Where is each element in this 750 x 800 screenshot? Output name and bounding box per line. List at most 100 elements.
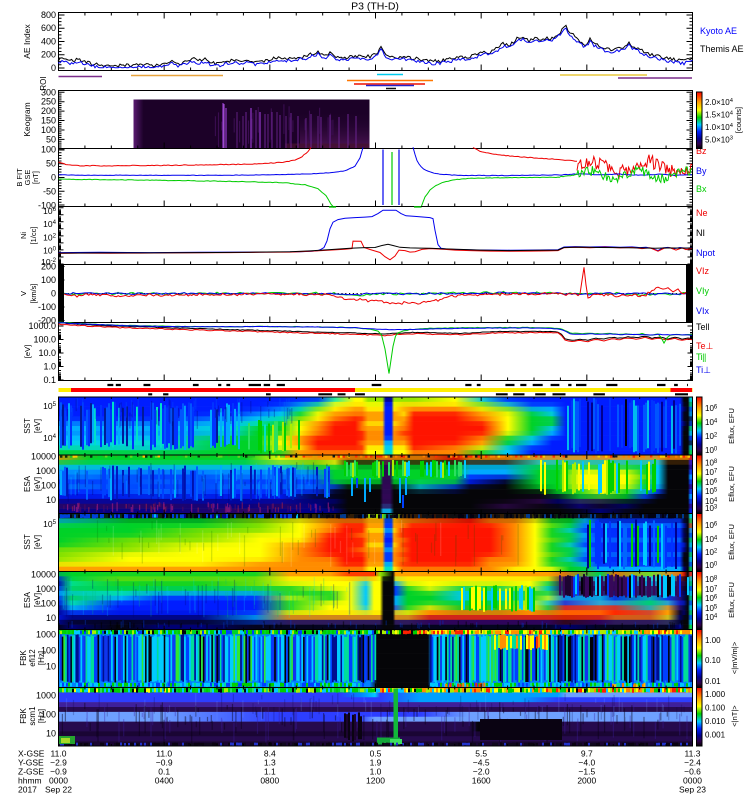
svg-text:105: 105: [705, 604, 718, 613]
svg-text:Keogram: Keogram: [22, 102, 32, 137]
svg-text:Te⊥: Te⊥: [696, 341, 714, 351]
svg-text:Sep 22: Sep 22: [45, 785, 72, 795]
svg-text:0.100: 0.100: [705, 704, 726, 713]
svg-text:0: 0: [51, 63, 56, 73]
svg-text:Eflux, EFU: Eflux, EFU: [727, 524, 736, 560]
svg-text:−4.5: −4.5: [473, 758, 490, 768]
svg-text:efi12: efi12: [28, 649, 37, 667]
svg-text:By: By: [696, 166, 707, 176]
svg-text:100: 100: [43, 246, 56, 256]
svg-text:5.5: 5.5: [475, 749, 487, 759]
svg-text:102: 102: [43, 232, 56, 242]
svg-text:104: 104: [705, 535, 718, 544]
svg-text:V: V: [19, 291, 28, 296]
svg-text:Bz: Bz: [696, 146, 707, 156]
svg-text:200: 200: [41, 262, 56, 272]
svg-text:ROI: ROI: [39, 76, 48, 90]
svg-text:105: 105: [705, 487, 718, 496]
svg-text:2017: 2017: [18, 785, 37, 795]
svg-text:0800: 0800: [260, 776, 279, 786]
svg-text:B FIT: B FIT: [15, 168, 24, 187]
svg-text:200: 200: [41, 50, 56, 60]
svg-text:11.3: 11.3: [685, 749, 701, 759]
svg-text:ESA: ESA: [23, 591, 32, 608]
svg-text:<|mV/m|>: <|mV/m|>: [730, 641, 739, 674]
svg-text:AE Index: AE Index: [22, 24, 32, 59]
svg-text:-100: -100: [38, 302, 56, 312]
svg-text:1.3: 1.3: [264, 758, 276, 768]
svg-text:100: 100: [41, 145, 56, 155]
svg-text:P3 (TH-D): P3 (TH-D): [351, 1, 399, 13]
svg-text:10: 10: [46, 662, 56, 672]
svg-text:0: 0: [51, 173, 56, 183]
svg-text:105: 105: [43, 401, 56, 411]
svg-text:NI: NI: [696, 228, 705, 238]
svg-text:104: 104: [705, 418, 718, 427]
svg-text:300: 300: [41, 87, 56, 97]
svg-text:0.001: 0.001: [705, 731, 726, 740]
svg-text:1.5×104: 1.5×104: [705, 111, 734, 120]
svg-text:150: 150: [41, 116, 56, 126]
svg-text:[1/cc]: [1/cc]: [29, 227, 38, 245]
svg-text:10: 10: [46, 729, 56, 739]
svg-text:−2.4: −2.4: [684, 758, 701, 768]
svg-text:800: 800: [41, 10, 56, 20]
svg-text:8.4: 8.4: [264, 749, 276, 759]
svg-text:0000: 0000: [49, 776, 68, 786]
svg-text:400: 400: [41, 37, 56, 47]
svg-text:−0.9: −0.9: [156, 758, 173, 768]
svg-text:104: 104: [705, 613, 718, 622]
svg-text:−0.9: −0.9: [50, 767, 67, 777]
svg-text:1.0: 1.0: [43, 362, 56, 372]
svg-text:1.0×104: 1.0×104: [705, 123, 734, 132]
svg-text:100: 100: [705, 446, 718, 455]
svg-text:VIz: VIz: [696, 266, 710, 276]
svg-text:0: 0: [51, 289, 56, 299]
svg-text:1.1: 1.1: [264, 767, 276, 777]
svg-text:108: 108: [705, 575, 718, 584]
svg-text:1.9: 1.9: [370, 758, 382, 768]
svg-text:Ti||: Ti||: [696, 352, 706, 362]
svg-text:GSE: GSE: [23, 170, 32, 186]
svg-text:102: 102: [705, 548, 718, 557]
svg-text:0.5: 0.5: [370, 749, 382, 759]
svg-text:−2.9: −2.9: [50, 758, 67, 768]
svg-text:Ti⊥: Ti⊥: [696, 365, 711, 375]
svg-text:11.0: 11.0: [156, 749, 172, 759]
svg-text:1000.0: 1000.0: [28, 321, 56, 331]
svg-text:108: 108: [705, 459, 718, 468]
svg-text:10: 10: [46, 613, 56, 623]
svg-text:Tell: Tell: [696, 322, 710, 332]
svg-text:[eV]: [eV]: [23, 345, 32, 358]
svg-text:scm1: scm1: [28, 706, 37, 726]
svg-text:0.010: 0.010: [705, 717, 726, 726]
svg-text:104: 104: [705, 497, 718, 506]
svg-text:[Hz]: [Hz]: [37, 651, 46, 665]
svg-text:106: 106: [705, 594, 718, 603]
svg-text:0.1: 0.1: [158, 767, 170, 777]
svg-text:10000: 10000: [31, 452, 56, 462]
svg-text:11.0: 11.0: [51, 749, 67, 759]
svg-text:1000: 1000: [36, 466, 56, 476]
svg-text:X-GSE: X-GSE: [18, 749, 45, 759]
svg-text:100: 100: [41, 646, 56, 656]
svg-text:[km/s]: [km/s]: [29, 284, 38, 304]
svg-text:10000: 10000: [31, 570, 56, 580]
svg-text:FBK: FBK: [19, 650, 28, 666]
svg-text:105: 105: [43, 519, 56, 529]
svg-text:107: 107: [705, 585, 718, 594]
svg-text:50: 50: [46, 134, 56, 144]
svg-text:VIy: VIy: [696, 286, 710, 296]
svg-text:Eflux, EFU: Eflux, EFU: [727, 408, 736, 444]
svg-text:10: 10: [46, 495, 56, 505]
svg-text:1000: 1000: [36, 691, 56, 701]
svg-text:100: 100: [41, 481, 56, 491]
svg-text:SST: SST: [23, 418, 32, 434]
svg-text:1.000: 1.000: [705, 690, 726, 699]
svg-text:[eV]: [eV]: [33, 535, 42, 549]
svg-text:0.01: 0.01: [705, 677, 721, 686]
svg-text:Eflux, EFU: Eflux, EFU: [727, 466, 736, 502]
svg-text:100: 100: [705, 561, 718, 570]
svg-text:hhmm: hhmm: [18, 776, 42, 786]
svg-text:0.1: 0.1: [43, 375, 56, 385]
